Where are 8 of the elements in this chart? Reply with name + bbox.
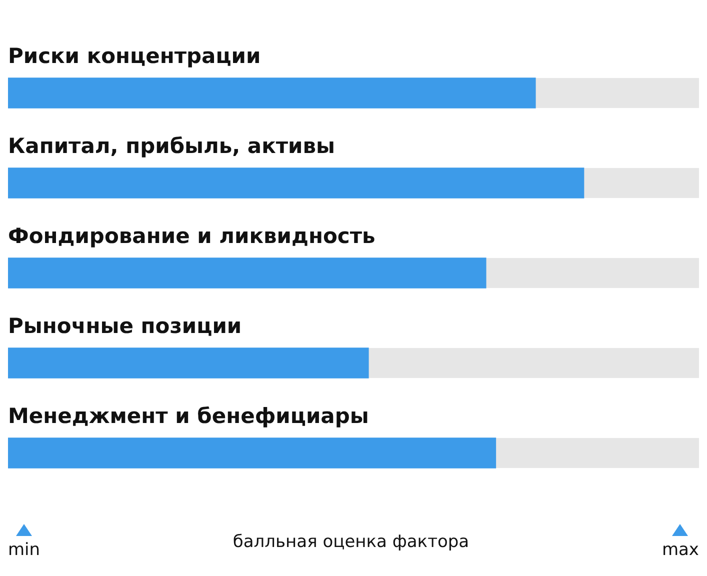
x-axis-title: балльная оценка фактора: [232, 532, 470, 554]
text: min: [8, 540, 40, 560]
text: max: [662, 540, 699, 560]
y-tick-label: Менеджмент и бенефициары: [8, 404, 369, 428]
y-tick-label: Фондирование и ликвидность: [8, 224, 376, 248]
y-tick-label: Капитал, прибыль, активы: [8, 134, 336, 158]
y-tick-label: Рыночные позиции: [8, 314, 242, 338]
y-tick-label: Риски концентрации: [8, 44, 261, 68]
